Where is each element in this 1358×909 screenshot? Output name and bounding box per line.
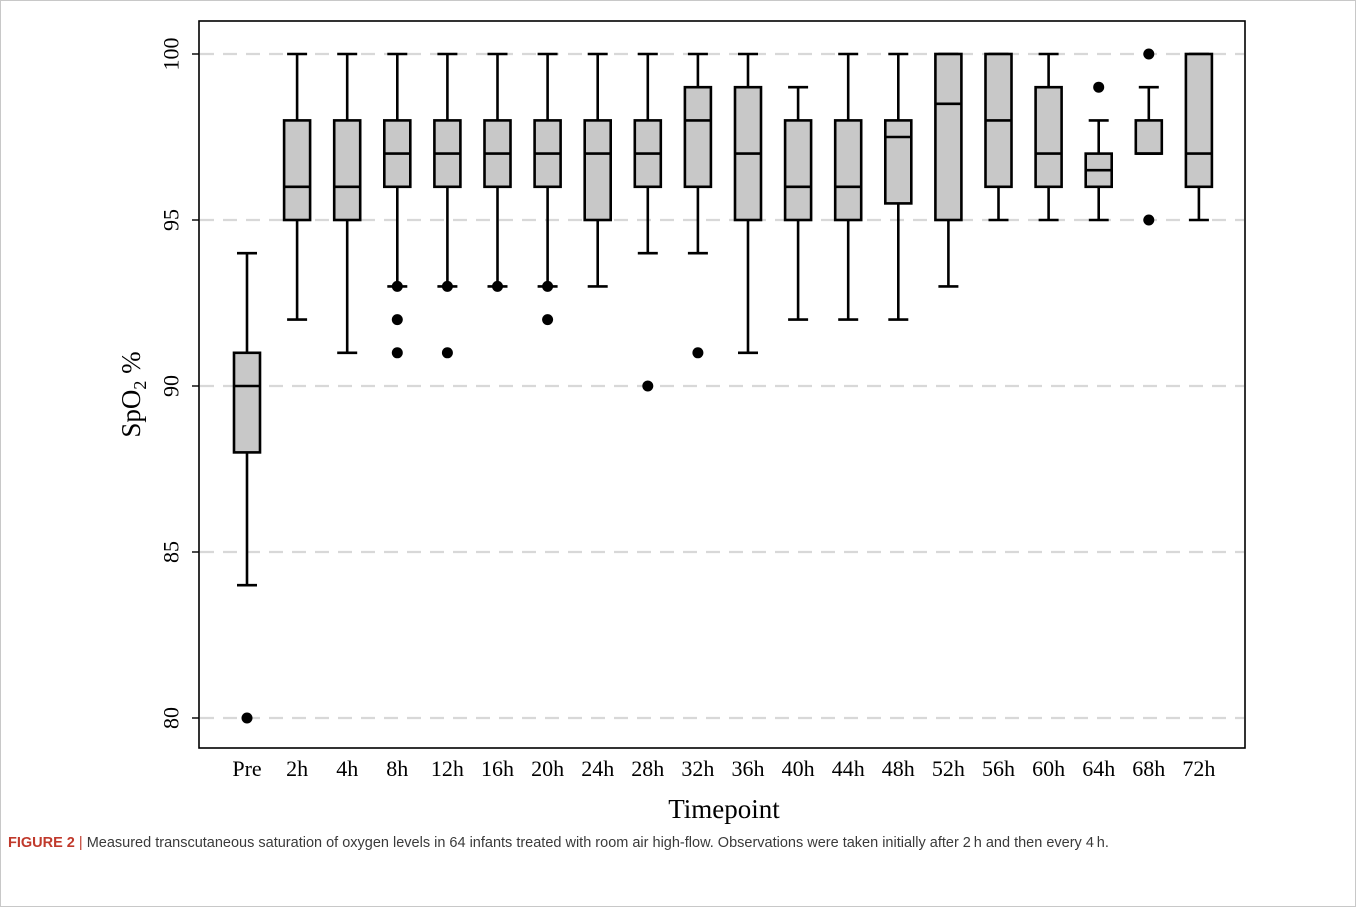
x-tick-label: 8h <box>386 756 408 781</box>
box-8h <box>382 52 412 288</box>
box-2h <box>282 52 312 321</box>
outlier-point <box>492 280 503 292</box>
figure-caption: FIGURE 2 | Measured transcutaneous satur… <box>8 832 1328 854</box>
box-32h <box>683 52 713 255</box>
iqr-box <box>282 119 312 222</box>
outlier-point <box>391 314 403 326</box>
iqr-box <box>683 85 713 189</box>
box-52h <box>934 52 963 288</box>
box-68h <box>1134 85 1164 155</box>
box-60h <box>1034 52 1063 222</box>
x-tick-label: 36h <box>732 756 765 781</box>
iqr-box <box>332 119 362 222</box>
iqr-box <box>934 52 963 222</box>
x-axis-title: Timepoint <box>668 794 780 824</box>
caption-separator: | <box>74 835 87 851</box>
outlier-point <box>1093 81 1105 93</box>
y-axis-title-suffix: % <box>116 351 146 380</box>
outliers <box>241 48 1155 724</box>
box-40h <box>783 85 813 321</box>
outlier-point <box>542 314 554 326</box>
outlier-point <box>241 712 253 724</box>
x-tick-label: 64h <box>1082 756 1115 781</box>
iqr-box <box>1184 52 1214 189</box>
box-Pre <box>232 251 262 587</box>
box-4h <box>332 52 362 355</box>
x-tick-label: 32h <box>681 756 714 781</box>
iqr-box <box>783 119 813 222</box>
box-72h <box>1184 52 1214 222</box>
y-tick-label: 90 <box>159 375 184 397</box>
gridlines <box>200 52 1244 720</box>
x-tick-label: 2h <box>286 756 308 781</box>
iqr-box <box>883 119 913 205</box>
outlier-point <box>692 347 704 359</box>
x-tick-label: 24h <box>581 756 614 781</box>
box-28h <box>633 52 663 255</box>
x-tick-label: 20h <box>531 756 564 781</box>
box-20h <box>533 52 562 288</box>
y-tick-label: 80 <box>159 707 184 729</box>
y-tick-label: 100 <box>159 38 184 71</box>
box-36h <box>733 52 763 355</box>
x-tick-label: 72h <box>1182 756 1215 781</box>
outlier-point <box>1143 214 1155 226</box>
y-axis-ticks: 80 85 90 95 100 <box>159 38 199 729</box>
x-tick-label: 52h <box>932 756 965 781</box>
x-tick-label: Pre <box>232 756 261 781</box>
box-24h <box>583 52 613 288</box>
figure-label: FIGURE 2 <box>8 835 75 851</box>
outlier-point <box>391 280 403 292</box>
iqr-box <box>1034 85 1063 189</box>
x-tick-label: 16h <box>481 756 514 781</box>
outlier-point <box>391 347 403 359</box>
x-tick-label: 4h <box>336 756 358 781</box>
caption-text: Measured transcutaneous saturation of ox… <box>86 835 1109 851</box>
box-44h <box>833 52 863 321</box>
boxes <box>232 52 1214 587</box>
box-64h <box>1084 119 1113 222</box>
x-tick-label: 56h <box>982 756 1015 781</box>
x-tick-label: 44h <box>832 756 865 781</box>
box-16h <box>483 52 512 288</box>
box-56h <box>984 52 1013 222</box>
iqr-box <box>583 119 613 222</box>
outlier-point <box>441 347 453 359</box>
y-tick-label: 85 <box>159 541 184 563</box>
outlier-point <box>542 280 554 292</box>
y-axis-title-subscript: 2 <box>130 381 150 390</box>
x-tick-label: 68h <box>1132 756 1165 781</box>
x-tick-label: 28h <box>631 756 664 781</box>
y-axis-title-main: SpO <box>116 390 146 438</box>
iqr-box <box>1134 119 1164 155</box>
y-tick-label: 95 <box>159 209 184 231</box>
iqr-box <box>232 351 262 454</box>
x-tick-label: 40h <box>782 756 815 781</box>
x-axis-ticks: Pre 2h 4h 8h 12h 16h 20h 24h 28h 32h 36h 40h 44h 48h 5… <box>232 756 1215 781</box>
outlier-point <box>1143 48 1155 60</box>
outlier-point <box>642 380 654 392</box>
x-tick-label: 12h <box>431 756 464 781</box>
x-tick-label: 48h <box>882 756 915 781</box>
plot-area-border <box>198 20 1246 749</box>
box-48h <box>883 52 913 321</box>
boxplot-chart: 80 85 90 95 100 Pre 2h 4h 8h 12h 16h 20h 24h 28h 32h 3… <box>116 20 1246 824</box>
x-tick-label: 60h <box>1032 756 1065 781</box>
outlier-point <box>441 280 453 292</box>
box-12h <box>433 52 462 288</box>
iqr-box <box>833 119 863 222</box>
y-axis-title: SpO2 % <box>116 351 150 437</box>
